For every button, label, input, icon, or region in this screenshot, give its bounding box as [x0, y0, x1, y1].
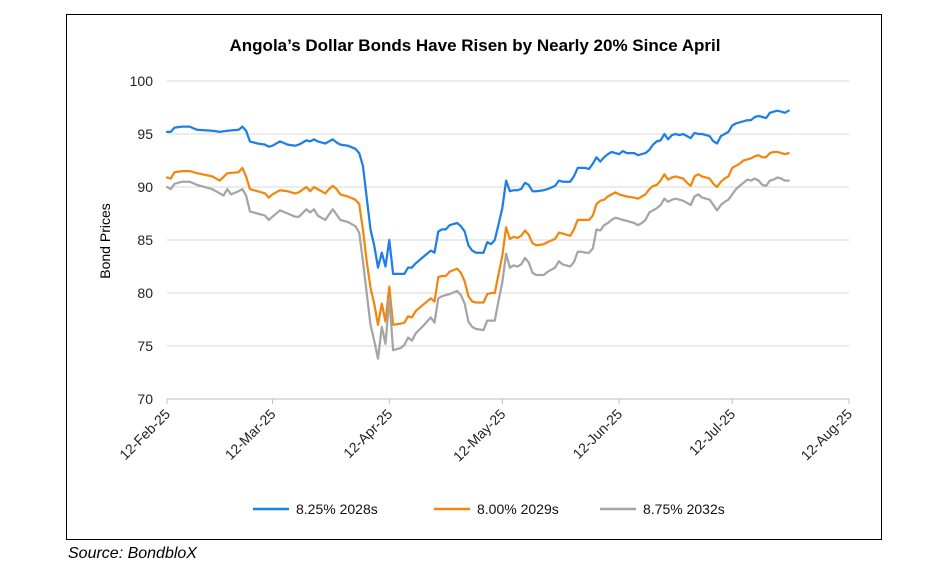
y-tick-label: 70 [137, 391, 153, 407]
y-tick-label: 90 [137, 179, 153, 195]
x-tick-label: 12-Jul-25 [686, 406, 739, 459]
y-tick-label: 85 [137, 232, 153, 248]
x-tick-label: 12-Feb-25 [116, 406, 173, 463]
x-tick-label: 12-Aug-25 [798, 406, 856, 464]
x-tick-label: 12-Apr-25 [340, 406, 395, 461]
chart-frame: Angola’s Dollar Bonds Have Risen by Near… [66, 14, 882, 540]
x-axis [166, 398, 850, 404]
legend-label: 8.75% 2032s [643, 501, 725, 517]
gridlines [167, 80, 849, 347]
x-tick-labels: 12-Feb-25 12-Mar-25 12-Apr-25 12-May-25 12-J… [116, 406, 855, 465]
x-tick-label: 12-Jun-25 [569, 406, 625, 462]
series-line-1 [165, 109, 790, 276]
y-tick-label: 80 [137, 285, 153, 301]
series-line-3 [165, 176, 790, 360]
chart-title: Angola’s Dollar Bonds Have Risen by Near… [230, 36, 721, 55]
chart-canvas: Angola’s Dollar Bonds Have Risen by Near… [97, 36, 855, 517]
y-tick-label: 75 [137, 338, 153, 354]
y-tick-label: 100 [130, 73, 154, 89]
x-tick-label: 12-Mar-25 [222, 406, 279, 463]
y-axis-label: Bond Prices [97, 203, 113, 278]
y-tick-labels: 70 75 80 85 90 95 100 [130, 73, 154, 407]
source-note: Source: BondbloX [68, 545, 197, 562]
legend: 8.25% 2028s 8.00% 2029s 8.75% 2032s [253, 501, 725, 517]
x-tick-label: 12-May-25 [450, 406, 509, 465]
series-lines [165, 109, 790, 360]
y-tick-label: 95 [137, 126, 153, 142]
legend-label: 8.25% 2028s [296, 501, 378, 517]
legend-label: 8.00% 2029s [477, 501, 559, 517]
series-line-2 [165, 150, 790, 326]
